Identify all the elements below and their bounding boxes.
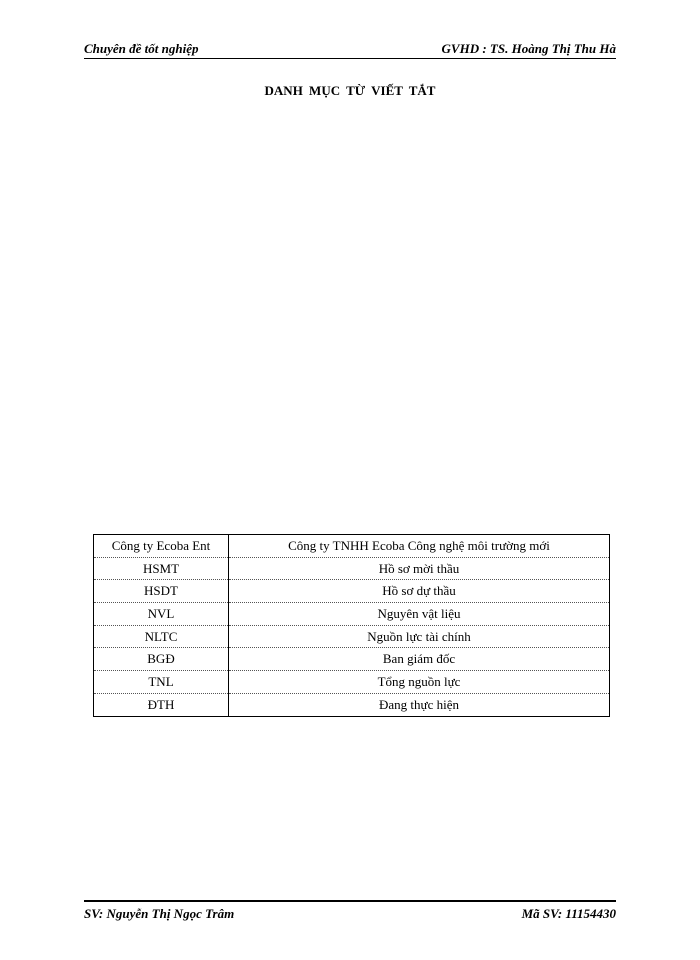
table-row: NVL Nguyên vật liệu bbox=[93, 602, 610, 626]
abbreviation-cell: BGĐ bbox=[93, 647, 229, 671]
table-row: Công ty Ecoba Ent Công ty TNHH Ecoba Công… bbox=[93, 534, 610, 558]
abbreviation-cell: NLTC bbox=[93, 624, 229, 648]
meaning-cell: Đang thực hiện bbox=[228, 692, 610, 717]
meaning-cell: Nguyên vật liệu bbox=[228, 602, 610, 626]
footer-right: Mã SV: 11154430 bbox=[521, 906, 616, 921]
abbreviation-cell: Công ty Ecoba Ent bbox=[93, 534, 229, 558]
abbreviation-cell: HSDT bbox=[93, 579, 229, 603]
page-header: Chuyên đề tốt nghiệp GVHD : TS. Hoàng Th… bbox=[84, 40, 616, 59]
table-row: HSDT Hồ sơ dự thầu bbox=[93, 579, 610, 603]
header-left: Chuyên đề tốt nghiệp bbox=[84, 41, 199, 56]
meaning-cell: Công ty TNHH Ecoba Công nghệ môi trường … bbox=[228, 534, 610, 558]
header-right: GVHD : TS. Hoàng Thị Thu Hà bbox=[441, 41, 616, 56]
table-row: BGĐ Ban giám đốc bbox=[93, 647, 610, 671]
page-title: DANH MỤC TỪ VIẾT TẮT bbox=[264, 83, 436, 98]
abbreviation-cell: HSMT bbox=[93, 556, 229, 580]
page-footer: SV: Nguyễn Thị Ngọc Trâm Mã SV: 11154430 bbox=[84, 900, 616, 922]
table-row: ĐTH Đang thực hiện bbox=[93, 692, 610, 717]
abbreviation-cell: TNL bbox=[93, 670, 229, 694]
meaning-cell: Tổng nguồn lực bbox=[228, 670, 610, 694]
meaning-cell: Hồ sơ dự thầu bbox=[228, 579, 610, 603]
abbreviation-table: Công ty Ecoba Ent Công ty TNHH Ecoba Công… bbox=[93, 534, 610, 717]
table-row: NLTC Nguồn lực tài chính bbox=[93, 624, 610, 648]
meaning-cell: Nguồn lực tài chính bbox=[228, 624, 610, 648]
meaning-cell: Ban giám đốc bbox=[228, 647, 610, 671]
abbreviation-cell: ĐTH bbox=[93, 692, 229, 717]
table-row: HSMT Hồ sơ mời thầu bbox=[93, 556, 610, 580]
meaning-cell: Hồ sơ mời thầu bbox=[228, 556, 610, 580]
footer-left: SV: Nguyễn Thị Ngọc Trâm bbox=[84, 906, 235, 921]
abbreviation-cell: NVL bbox=[93, 602, 229, 626]
table-row: TNL Tổng nguồn lực bbox=[93, 670, 610, 694]
